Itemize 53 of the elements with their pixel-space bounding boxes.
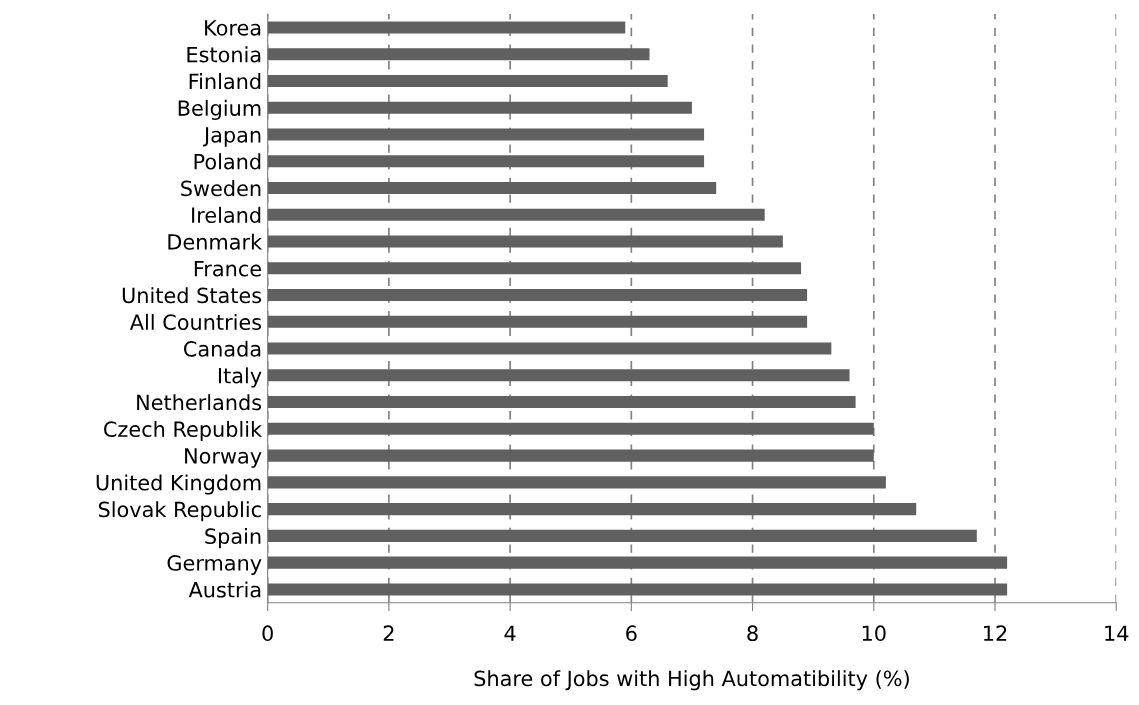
bar [267,529,977,542]
bar [267,101,692,114]
y-tick-label: France [194,261,261,277]
y-tick-label: Norway [185,448,262,468]
bar [267,128,705,141]
y-tick-label: United States [122,287,262,304]
x-tick-label: 12 [984,625,1007,641]
bar [267,235,783,248]
y-tick-label: Sweden [181,180,261,197]
y-tick-label: Poland [194,153,261,170]
x-tick-label: 14 [1105,625,1129,641]
bar [267,48,650,61]
y-tick-label: Estonia [187,46,261,63]
y-tick-label: Japan [202,127,261,147]
bar [267,315,808,328]
y-tick-label: Denmark [168,233,263,250]
bar [267,449,874,462]
bar [267,422,874,435]
y-tick-label: Canada [184,340,261,357]
x-tick-label: 4 [504,625,516,641]
y-tick-label: Spain [205,527,261,549]
y-tick-label: Austria [188,581,261,598]
x-axis-title: Share of Jobs with High Automatibility (%) [474,670,909,691]
x-tick-label: 2 [383,625,394,641]
x-tick-label: 8 [747,625,758,642]
y-tick-label: All Countries [129,313,262,331]
bar [267,556,1008,569]
bar [267,342,832,355]
y-tick-label: Ireland [192,206,261,223]
y-tick-label: United Kingdom [96,474,261,495]
y-tick-label: Czech Republik [104,420,263,442]
y-tick-label: Italy [218,367,262,388]
bar [267,208,765,221]
bar [267,74,668,88]
bar [267,583,1008,596]
y-tick-label: Korea [205,20,261,36]
bar [267,182,717,195]
bar [267,503,917,516]
bar [267,476,886,489]
bar [267,21,626,34]
y-tick-label: Slovak Republic [98,501,261,522]
bar [267,289,808,302]
y-tick-label: Netherlands [137,394,262,411]
y-tick-label: Finland [189,73,261,90]
bar [267,369,850,382]
y-tick-label: Germany [167,555,262,575]
bar [267,155,705,168]
bar [267,396,856,409]
x-tick-label: 6 [626,625,637,642]
bar [267,262,802,275]
x-tick-label: 0 [262,625,273,642]
y-tick-label: Belgium [178,99,261,120]
x-tick-label: 10 [862,625,886,642]
